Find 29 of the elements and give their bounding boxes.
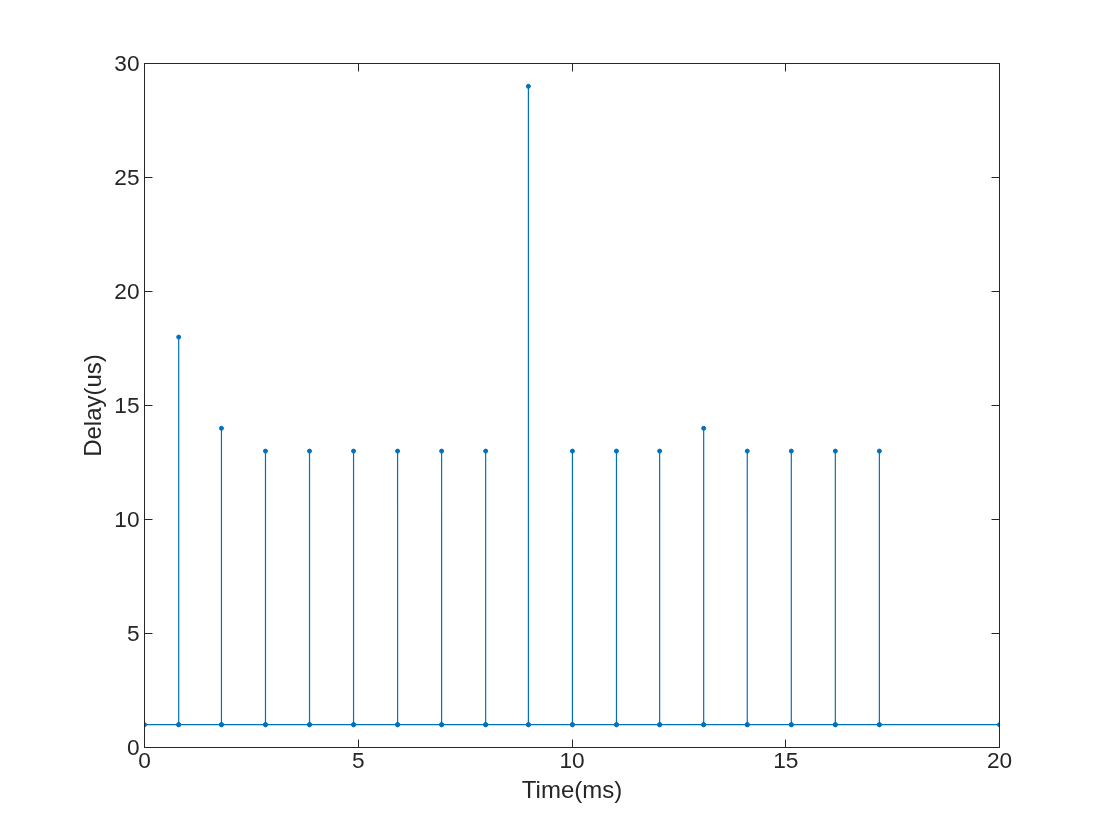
y-tick-label: 10 [114, 506, 140, 532]
y-tick-label: 30 [114, 50, 140, 76]
point [351, 448, 357, 454]
point [744, 448, 750, 454]
x-tick-label: 20 [986, 746, 1013, 773]
point [439, 448, 445, 454]
point [218, 425, 224, 431]
point [832, 448, 838, 454]
y-axis-title: Delay(us) [79, 354, 107, 457]
point [176, 334, 182, 340]
point [701, 425, 707, 431]
point [483, 448, 489, 454]
point [395, 448, 401, 454]
x-tick-label: 5 [351, 746, 365, 773]
x-axis-title: Time(ms) [521, 775, 623, 803]
point [307, 448, 313, 454]
point [613, 448, 619, 454]
point [657, 448, 663, 454]
point [262, 448, 268, 454]
point [525, 83, 531, 89]
y-tick-label: 20 [114, 278, 140, 304]
x-tick-label: 10 [559, 746, 585, 773]
point [876, 448, 882, 454]
y-tick-label: 15 [114, 392, 140, 418]
point [569, 448, 575, 454]
x-tick-label: 15 [773, 746, 799, 773]
y-tick-label: 25 [114, 164, 140, 190]
point [788, 448, 794, 454]
y-tick-label: 5 [126, 620, 140, 646]
